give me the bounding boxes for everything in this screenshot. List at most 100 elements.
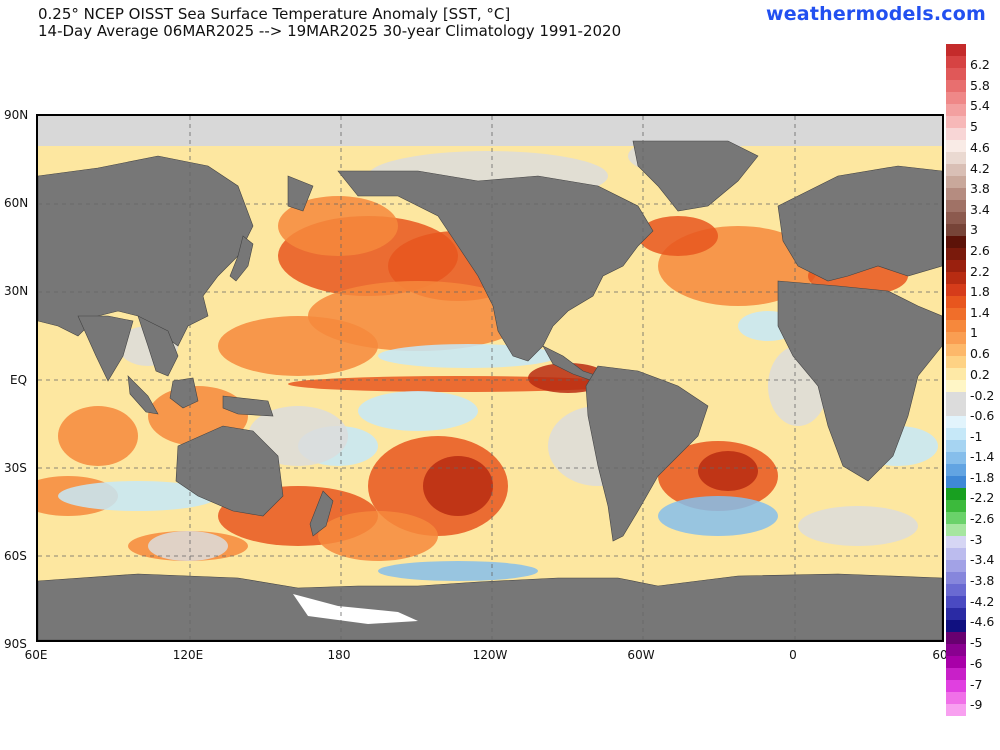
colorbar-swatch xyxy=(946,152,966,165)
colorbar-swatch xyxy=(946,656,966,669)
land-australia xyxy=(175,425,284,517)
colorbar-swatch xyxy=(946,596,966,609)
map-canvas xyxy=(38,116,942,640)
lon-label-60-right: 60 xyxy=(932,648,948,662)
colorbar-tick-label: 3.8 xyxy=(970,181,990,196)
lon-label-120w: 120W xyxy=(472,648,508,662)
sst-anomaly-map[interactable] xyxy=(36,114,944,642)
colorbar-swatch xyxy=(946,296,966,309)
colorbar-swatch xyxy=(946,572,966,585)
colorbar-swatch xyxy=(946,104,966,117)
lon-label-60w: 60W xyxy=(627,648,655,662)
lon-label-180: 180 xyxy=(327,648,351,662)
colorbar-swatch xyxy=(946,140,966,153)
lat-label-30s: 30S xyxy=(4,461,27,475)
colorbar-swatch xyxy=(946,344,966,357)
colorbar-tick-label: -9 xyxy=(970,697,983,712)
colorbar-tick-label: -1.4 xyxy=(970,449,995,464)
colorbar-tick-label: -2.2 xyxy=(970,490,995,505)
colorbar-swatch xyxy=(946,512,966,525)
colorbar-tick-label: 4.6 xyxy=(970,140,990,155)
colorbar-tick-label: -4.2 xyxy=(970,594,995,609)
colorbar-swatch xyxy=(946,488,966,501)
land-newzealand xyxy=(309,490,334,537)
colorbar-tick-label: 3 xyxy=(970,222,978,237)
colorbar-swatch xyxy=(946,284,966,297)
colorbar-swatch xyxy=(946,584,966,597)
land-borneo xyxy=(169,377,199,409)
ross-ice-shelf xyxy=(293,594,418,624)
colorbar-tick-label: 5.4 xyxy=(970,98,990,113)
colorbar-tick-label: -5 xyxy=(970,635,983,650)
colorbar-swatch xyxy=(946,692,966,705)
anomaly-patch xyxy=(58,481,218,511)
brand-link[interactable]: weathermodels.com xyxy=(765,3,986,25)
colorbar-swatch xyxy=(946,452,966,465)
land-japan xyxy=(229,235,254,282)
land-asia xyxy=(38,155,254,347)
colorbar-swatch xyxy=(946,272,966,285)
anomaly-patch xyxy=(278,196,398,256)
colorbar-tick-label: -2.6 xyxy=(970,511,995,526)
land-indochina xyxy=(137,315,179,377)
colorbar-swatch xyxy=(946,608,966,621)
lat-label-60n: 60N xyxy=(4,196,29,210)
colorbar-swatch xyxy=(946,440,966,453)
land-kamchatka xyxy=(287,175,314,212)
colorbar-swatch xyxy=(946,548,966,561)
colorbar-swatch xyxy=(946,476,966,489)
colorbar-swatch xyxy=(946,704,966,716)
colorbar-tick-label: 2.6 xyxy=(970,243,990,258)
colorbar-swatch xyxy=(946,200,966,213)
colorbar-tick-label: -3.8 xyxy=(970,573,995,588)
lon-label-0: 0 xyxy=(789,648,797,662)
colorbar-swatch xyxy=(946,620,966,633)
colorbar-swatch xyxy=(946,68,966,81)
colorbar-swatch xyxy=(946,116,966,129)
anomaly-patch xyxy=(148,531,228,561)
land-north-america xyxy=(337,170,654,362)
land-india xyxy=(77,315,134,382)
lon-label-120e: 120E xyxy=(172,648,204,662)
graticule xyxy=(38,116,942,640)
colorbar-swatch xyxy=(946,536,966,549)
anomaly-patch xyxy=(658,496,778,536)
colorbar-swatch xyxy=(946,356,966,369)
colorbar-tick-label: 2.2 xyxy=(970,264,990,279)
colorbar-swatch xyxy=(946,500,966,513)
colorbar-tick-label: 4.2 xyxy=(970,161,990,176)
colorbar-swatch xyxy=(946,188,966,201)
colorbar-swatch xyxy=(946,224,966,237)
colorbar-swatch xyxy=(946,236,966,249)
anomaly-patch xyxy=(698,451,758,491)
colorbar-tick-label: 0.6 xyxy=(970,346,990,361)
lat-label-eq: EQ xyxy=(10,373,28,387)
colorbar-swatch xyxy=(946,644,966,657)
colorbar-swatch xyxy=(946,524,966,537)
colorbar-tick-label: 1.8 xyxy=(970,284,990,299)
colorbar-swatch xyxy=(946,92,966,105)
colorbar-swatch xyxy=(946,464,966,477)
colorbar-tick-label: 5 xyxy=(970,119,978,134)
land-south-america xyxy=(585,365,709,542)
anomaly-patch xyxy=(423,456,493,516)
land-newguinea xyxy=(222,395,274,417)
colorbar-tick-label: 1.4 xyxy=(970,305,990,320)
map-subtitle: 14-Day Average 06MAR2025 --> 19MAR2025 3… xyxy=(38,22,622,40)
lat-label-60s: 60S xyxy=(4,549,27,563)
anomaly-patch xyxy=(638,216,718,256)
colorbar-tick-label: -3 xyxy=(970,532,983,547)
colorbar-tick-label: -0.6 xyxy=(970,408,995,423)
colorbar-tick-label: 3.4 xyxy=(970,202,990,217)
land-europe xyxy=(777,165,942,282)
anomaly-patch xyxy=(218,316,378,376)
colorbar-swatch xyxy=(946,560,966,573)
colorbar-tick-label: 6.2 xyxy=(970,57,990,72)
land-antarctica xyxy=(38,573,942,640)
colorbar-tick-label: -0.2 xyxy=(970,388,995,403)
colorbar-swatch xyxy=(946,404,966,417)
colorbar-swatch xyxy=(946,176,966,189)
colorbar-tick-label: -3.4 xyxy=(970,552,995,567)
colorbar-swatch xyxy=(946,260,966,273)
colorbar-swatch xyxy=(946,380,966,393)
